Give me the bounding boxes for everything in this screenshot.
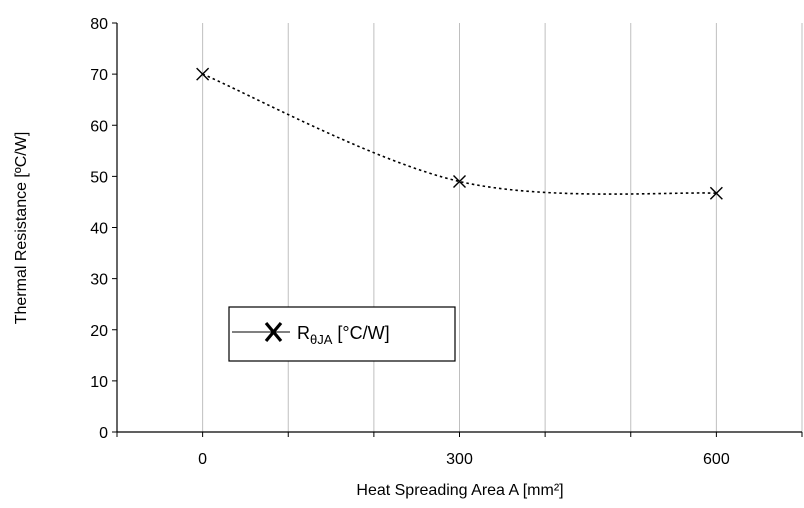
y-tick-label: 10	[90, 374, 108, 391]
legend-series-subscript: θJA	[310, 332, 333, 347]
y-tick-label: 30	[90, 272, 108, 289]
x-tick-label: 600	[703, 451, 730, 468]
marker-stroke	[709, 186, 723, 200]
legend-entry-label: RθJA [°C/W]	[297, 323, 390, 347]
legend-series-name: R	[297, 323, 310, 343]
tick-labels: 0 10 20 30 40 50 60 70 80 0 300 600	[90, 16, 730, 468]
data-point-x-marker	[709, 186, 723, 200]
legend-x-marker-icon	[264, 321, 283, 343]
data-point-x-marker	[196, 67, 210, 81]
axes	[112, 22, 803, 437]
y-tick-label: 40	[90, 221, 108, 238]
data-series	[196, 67, 723, 200]
y-tick-label: 80	[90, 16, 108, 33]
x-tick-label: 300	[446, 451, 473, 468]
y-tick-label: 0	[99, 425, 108, 442]
legend-box	[228, 306, 456, 362]
gridlines	[116, 23, 803, 432]
data-point-x-marker	[453, 174, 466, 188]
series-line	[202, 73, 717, 195]
y-tick-label: 60	[90, 118, 108, 135]
y-axis-title: Thermal Resistance [ºC/W]	[13, 132, 30, 325]
y-tick-label: 70	[90, 67, 108, 84]
legend-series-unit: [°C/W]	[332, 323, 389, 343]
y-tick-label: 20	[90, 323, 108, 340]
y-tick-label: 50	[90, 169, 108, 186]
x-tick-label: 0	[198, 451, 207, 468]
x-axis-title: Heat Spreading Area A [mm²]	[356, 482, 563, 499]
legend: RθJA [°C/W]	[228, 306, 456, 362]
marker-stroke	[453, 174, 466, 188]
marker-stroke	[196, 67, 210, 81]
